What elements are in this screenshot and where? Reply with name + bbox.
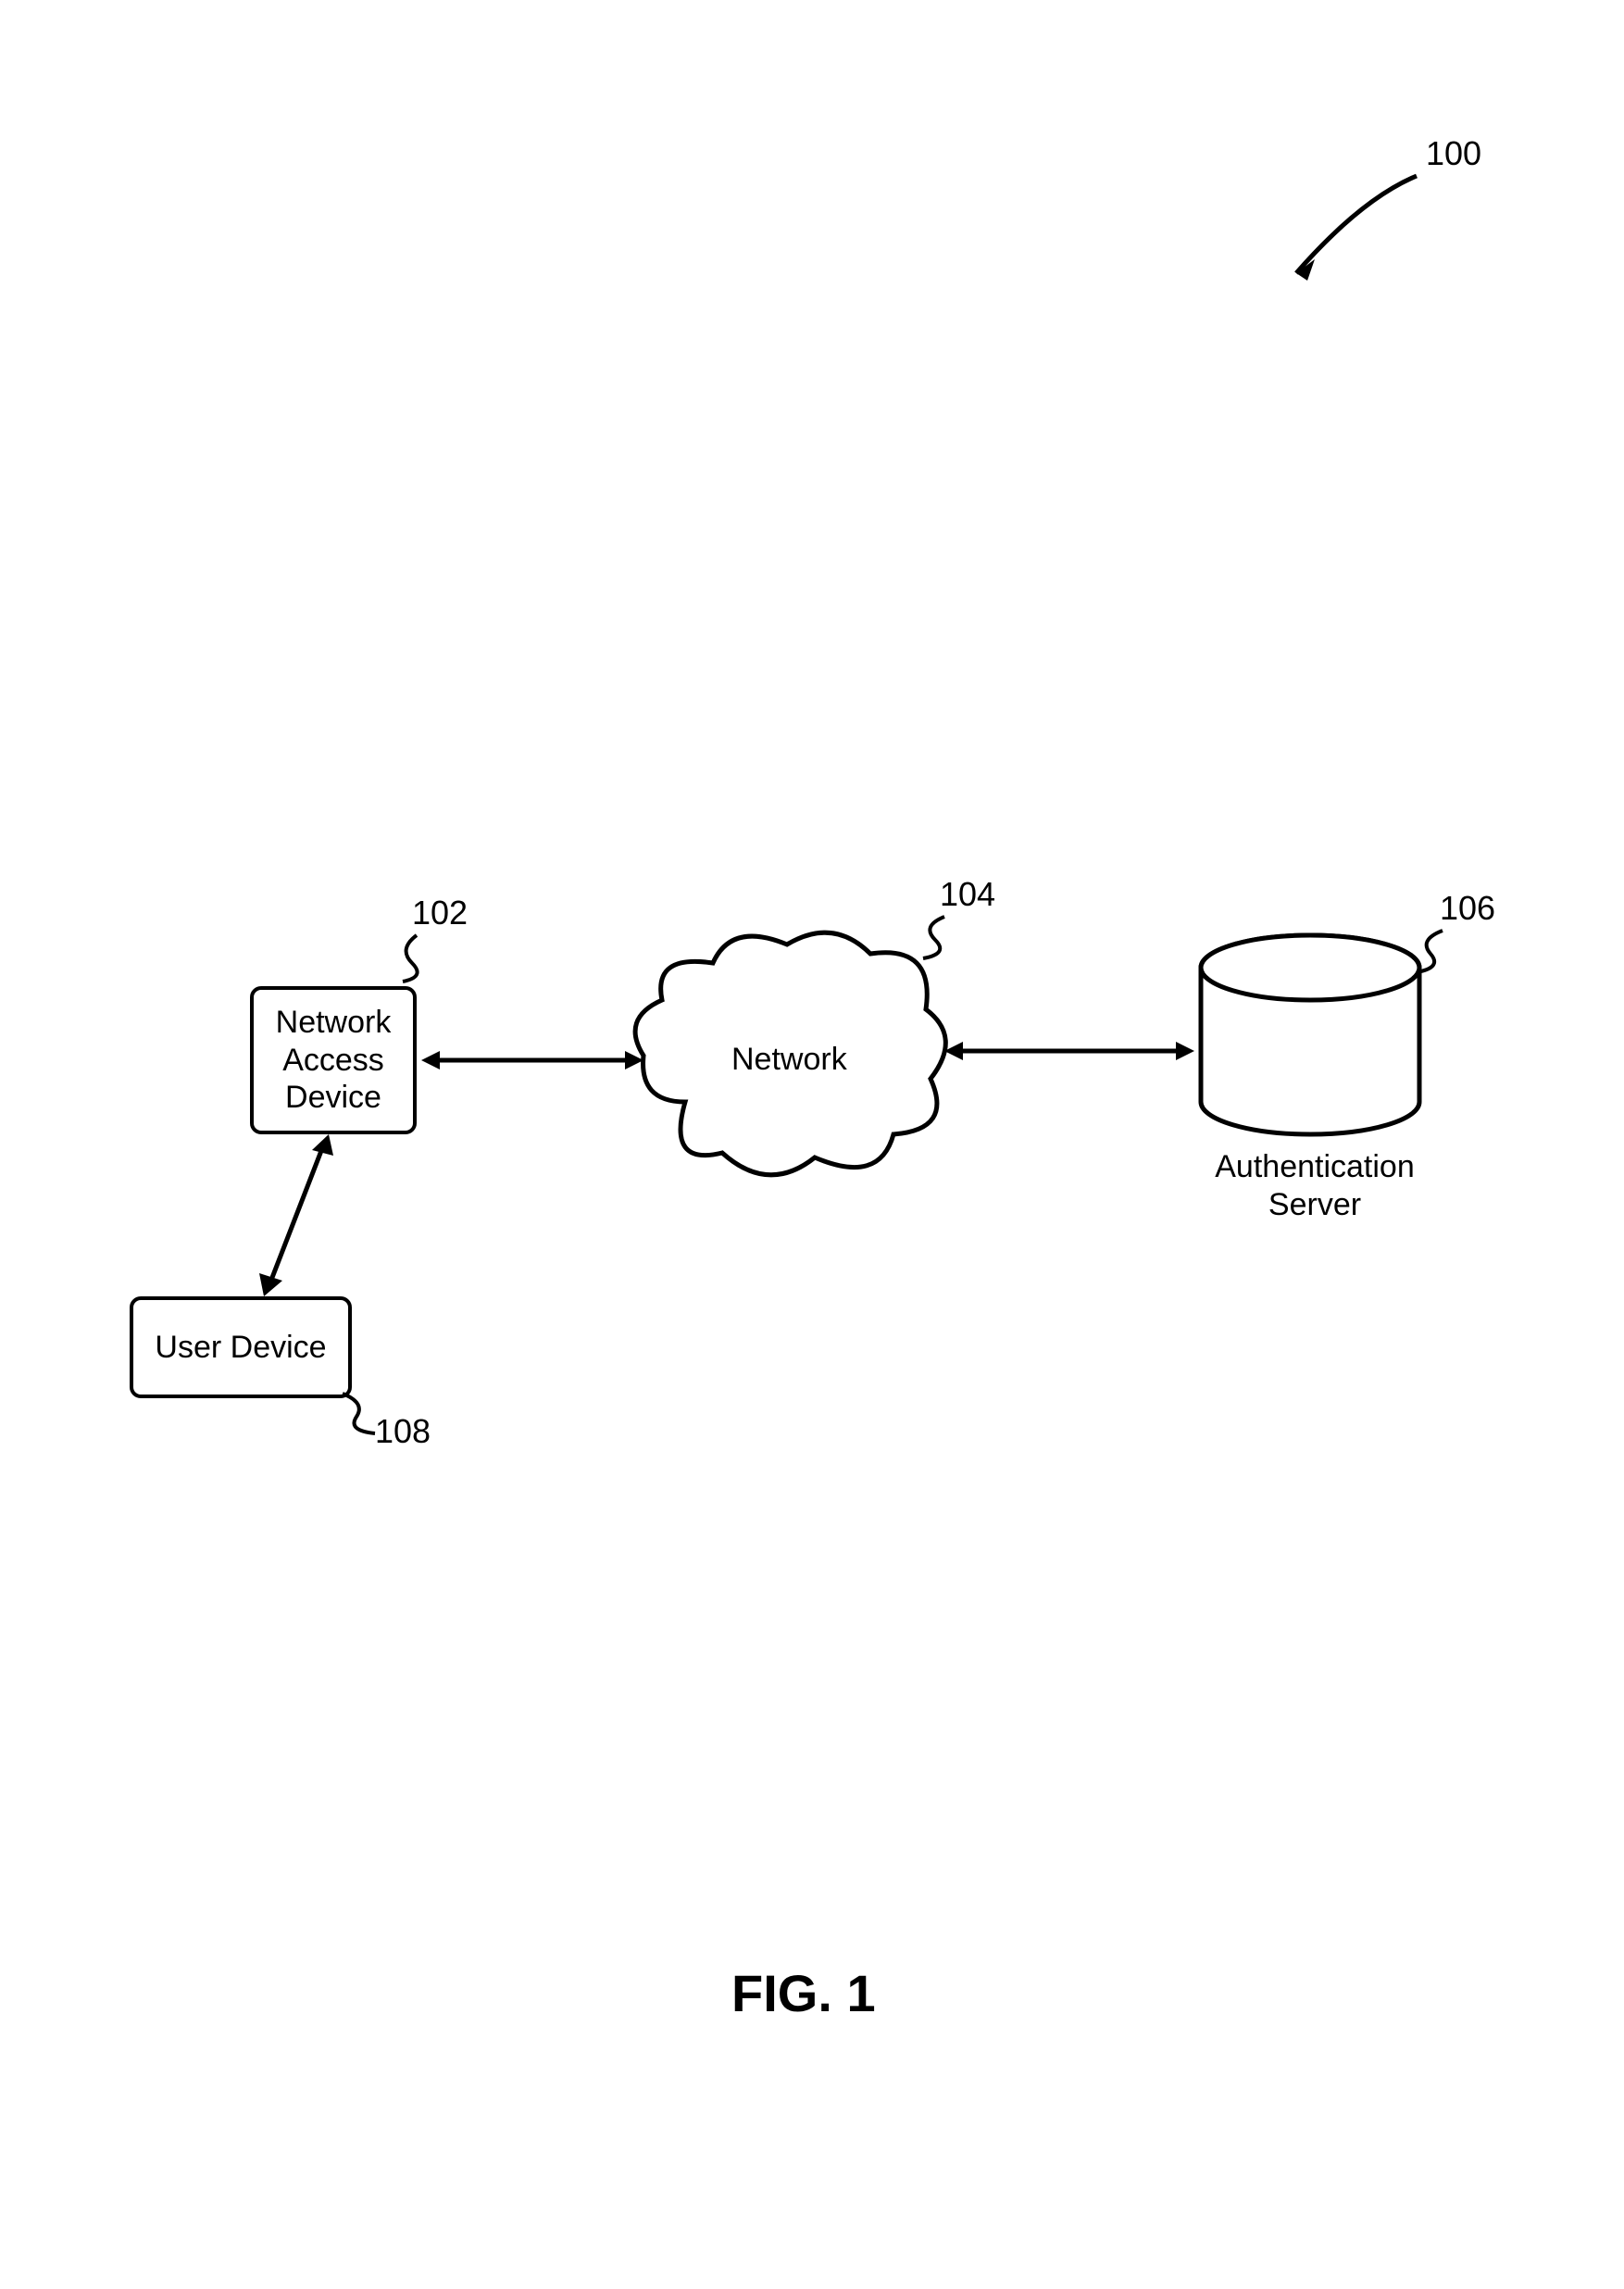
ref-106: 106 (1440, 889, 1495, 928)
figure-label: FIG. 1 (731, 1963, 876, 2023)
network-access-device-node: Network Access Device (250, 986, 417, 1134)
squiggle-108 (338, 1389, 389, 1440)
network-label: Network (731, 1042, 847, 1078)
squiggle-106 (1407, 926, 1458, 977)
user-device-label: User Device (155, 1329, 326, 1367)
squiggle-104 (912, 912, 963, 963)
figure-ref-100: 100 (1426, 134, 1481, 173)
squiggle-102 (389, 931, 435, 986)
edge-user-to-nad (245, 1130, 347, 1301)
figure-ref-arrow (1250, 171, 1435, 301)
edge-nad-to-network (417, 1042, 648, 1079)
auth-server-label: Authentication Server (1204, 1148, 1426, 1224)
network-access-device-label: Network Access Device (276, 1004, 392, 1117)
auth-server-cylinder (1194, 931, 1426, 1144)
edge-network-to-server (940, 1032, 1199, 1069)
user-device-node: User Device (130, 1296, 352, 1398)
diagram-container: 100 Network Access Device 102 User Devic… (0, 0, 1624, 2289)
ref-102: 102 (412, 894, 468, 932)
ref-104: 104 (940, 875, 995, 914)
